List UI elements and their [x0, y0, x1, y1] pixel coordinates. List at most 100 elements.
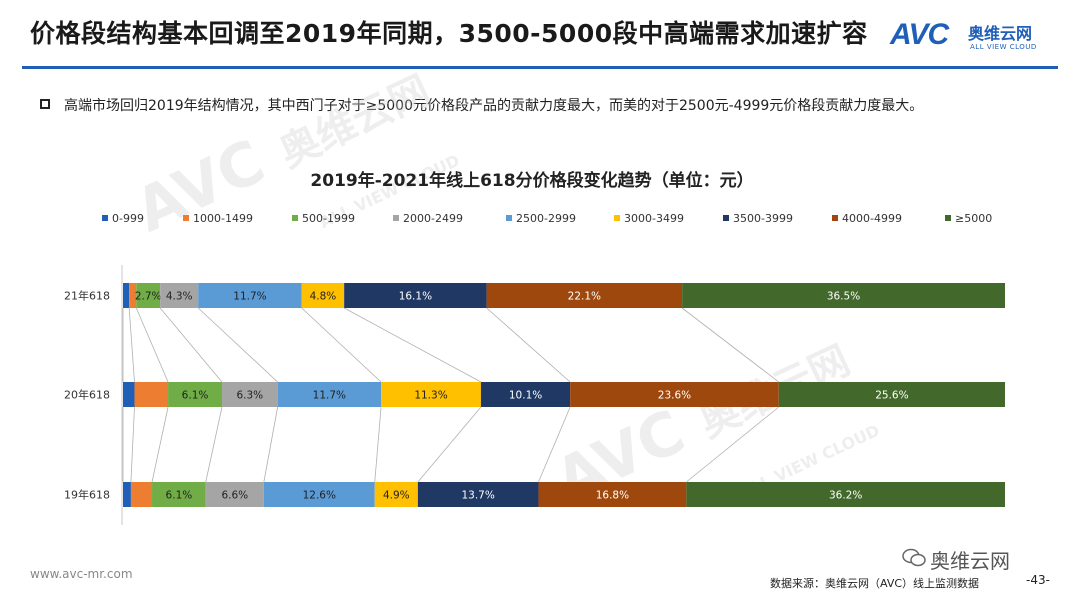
bar-data-label: 36.5% [827, 291, 860, 303]
bar-segment [130, 482, 153, 507]
header-divider [22, 66, 1058, 69]
legend-swatch [506, 215, 512, 221]
legend-label: 2500-2999 [516, 212, 576, 225]
logo-mark: AVC [890, 18, 949, 51]
series-line [538, 406, 571, 483]
bar-segment [205, 482, 264, 507]
legend-label: ≥5000 [955, 212, 992, 225]
series-line [374, 406, 382, 483]
bar-segment [486, 283, 683, 308]
series-line [151, 406, 169, 483]
bar-segment [682, 283, 1005, 308]
bar-data-label: 36.2% [829, 490, 862, 502]
legend-label: 500-1999 [302, 212, 355, 225]
series-line [263, 406, 279, 483]
bar-segment [417, 482, 539, 507]
bar-segment [381, 382, 481, 407]
series-line [205, 406, 223, 483]
bar-data-label: 16.1% [399, 291, 432, 303]
legend-label: 4000-4999 [842, 212, 902, 225]
series-line [686, 406, 780, 483]
bar-data-label: 6.6% [221, 490, 248, 502]
bar-segment [160, 283, 199, 308]
series-line [301, 307, 382, 383]
logo-en-text: ALL VIEW CLOUD [970, 43, 1037, 51]
chart-title: 2019年-2021年线上618分价格段变化趋势（单位：元） [310, 170, 753, 191]
bar-data-label: 11.7% [313, 390, 346, 402]
bar-group: 2.7% 4.3% 11.7% 4.8% 16.1% 22.1% 36.5% 6.1% 6.3%… [123, 283, 1005, 507]
bar-segment [129, 283, 137, 308]
bar-data-label: 10.1% [509, 390, 542, 402]
series-line [128, 307, 135, 383]
bar-segment [221, 382, 278, 407]
bar-data-label: 11.7% [233, 291, 266, 303]
page-number: -43- [1026, 573, 1050, 587]
bar-segment [123, 382, 135, 407]
legend-swatch [614, 215, 620, 221]
bar-segment [374, 482, 418, 507]
bar-segment [778, 382, 1005, 407]
bar-data-label: 16.8% [596, 490, 629, 502]
bar-data-label: 12.6% [303, 490, 336, 502]
series-line [197, 307, 278, 383]
series-lines [122, 307, 780, 483]
series-line [343, 307, 482, 383]
bar-segment [152, 482, 206, 507]
bar-segment [134, 382, 169, 407]
series-line [417, 406, 482, 483]
series-line [486, 307, 571, 383]
bar-segment [480, 382, 571, 407]
legend-swatch [102, 215, 108, 221]
bar-data-label: 6.3% [236, 390, 263, 402]
bar-data-label: 4.8% [310, 291, 337, 303]
bar-segment [198, 283, 302, 308]
bar-data-label: 4.3% [166, 291, 193, 303]
bar-segment [168, 382, 222, 407]
bar-data-label: 6.1% [182, 390, 209, 402]
series-line [681, 307, 779, 383]
chart-legend: 0-999 1000-1499 500-1999 2000-2499 2500-2999… [102, 212, 992, 225]
footer-website: www.avc-mr.com [30, 567, 133, 581]
category-label: 19年618 [64, 488, 110, 502]
legend-swatch [183, 215, 189, 221]
legend-swatch [393, 215, 399, 221]
series-line [130, 406, 135, 483]
legend-label: 3000-3499 [624, 212, 684, 225]
bar-data-label: 22.1% [568, 291, 601, 303]
bar-segment [344, 283, 487, 308]
bar-segment [123, 482, 131, 507]
wechat-icon [902, 548, 926, 567]
legend-label: 3500-3999 [733, 212, 793, 225]
summary-bullet: 高端市场回归2019年结构情况，其中西门子对于≥5000元价格段产品的贡献力度最… [64, 98, 924, 114]
legend-label: 1000-1499 [193, 212, 253, 225]
bar-data-label: 6.1% [166, 490, 193, 502]
bar-segment [277, 382, 382, 407]
category-axis: 21年618 20年618 19年618 [64, 265, 123, 525]
bar-segment [136, 283, 161, 308]
bar-segment [263, 482, 375, 507]
series-line [135, 307, 169, 383]
bar-data-label: 11.3% [414, 390, 447, 402]
bar-data-label: 23.6% [658, 390, 691, 402]
bar-data-label: 25.6% [875, 390, 908, 402]
bar-segment [301, 283, 345, 308]
category-label: 20年618 [64, 388, 110, 402]
bar-segment [570, 382, 779, 407]
logo-cn-text: 奥维云网 [968, 24, 1033, 43]
bullet-square-icon [40, 99, 50, 109]
bar-segment [686, 482, 1005, 507]
bar-data-label: 4.9% [383, 490, 410, 502]
legend-swatch [945, 215, 951, 221]
legend-swatch [292, 215, 298, 221]
wechat-account: 奥维云网 [930, 549, 1010, 573]
brand-logo: AVC 奥维云网 ALL VIEW CLOUD [890, 18, 1060, 58]
legend-swatch [832, 215, 838, 221]
bar-data-label: 2.7% [135, 291, 162, 303]
bar-segment [538, 482, 687, 507]
legend-label: 0-999 [112, 212, 144, 225]
category-label: 21年618 [64, 289, 110, 303]
page-title: 价格段结构基本回调至2019年同期，3500-5000段中高端需求加速扩容 [30, 19, 868, 48]
series-line [159, 307, 223, 383]
bar-data-label: 13.7% [461, 490, 494, 502]
